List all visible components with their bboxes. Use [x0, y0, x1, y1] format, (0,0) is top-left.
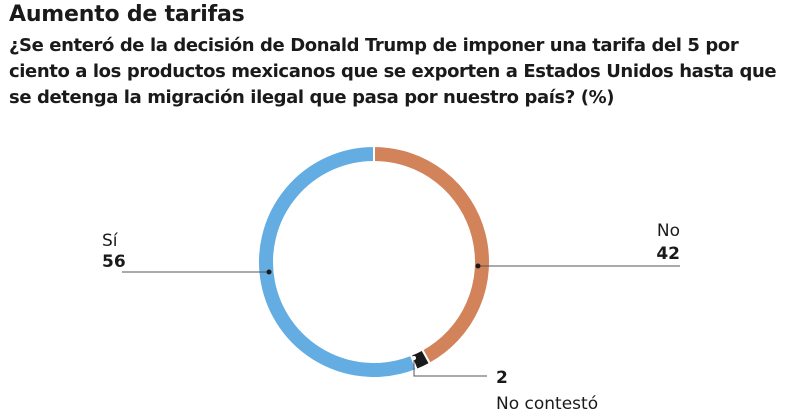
slice-no — [373, 144, 491, 366]
nc-leader-line — [413, 358, 487, 377]
nc-label: No contestó — [496, 394, 598, 414]
no-value: 42 — [656, 244, 680, 264]
donut-slices — [257, 144, 491, 379]
no-label: No — [657, 221, 680, 241]
chart-subtitle: ¿Se enteró de la decisión de Donald Trum… — [9, 35, 777, 108]
si-label: Sí — [102, 231, 119, 251]
nc-leader-dot — [412, 356, 416, 360]
nc-value: 2 — [496, 368, 508, 388]
slice-s- — [257, 144, 419, 379]
si-value: 56 — [102, 252, 126, 272]
chart-title: Aumento de tarifas — [9, 2, 245, 27]
si-leader-dot — [266, 269, 272, 275]
no-leader-dot — [475, 263, 481, 269]
